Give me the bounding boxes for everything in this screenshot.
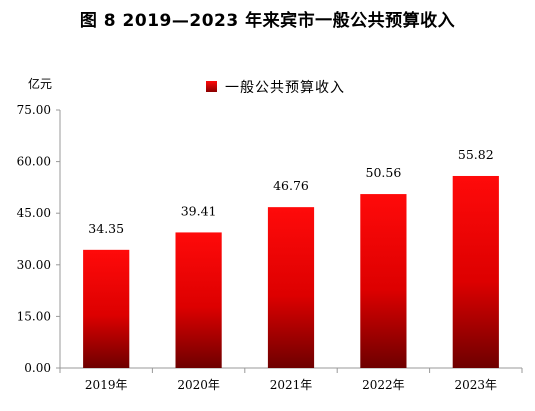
bar	[452, 175, 499, 368]
chart-title: 图 8 2019—2023 年来宾市一般公共预算收入	[79, 11, 456, 31]
y-axis-unit-label: 亿元	[28, 76, 52, 91]
data-label: 50.56	[366, 165, 402, 180]
x-tick-label: 2023年	[455, 378, 498, 392]
x-tick-label: 2022年	[362, 378, 405, 392]
x-tick-label: 2021年	[270, 378, 313, 392]
y-tick-label: 30.00	[17, 258, 51, 272]
data-label: 39.41	[181, 203, 217, 218]
bar	[360, 194, 407, 368]
legend-label: 一般公共预算收入	[225, 80, 345, 96]
legend-swatch	[206, 81, 217, 92]
x-axis: 2019年 2020年 2021年 2022年 2023年	[59, 367, 523, 392]
data-labels: 34.35 39.41 46.76 50.56 55.82	[88, 147, 493, 236]
y-tick-label: 45.00	[17, 206, 51, 220]
x-tick-label: 2019年	[85, 378, 128, 392]
data-label: 55.82	[458, 147, 494, 162]
bar	[267, 207, 315, 368]
x-tick-label: 2020年	[177, 378, 220, 392]
y-tick-label: 60.00	[17, 155, 51, 169]
y-tick-label: 0.00	[24, 361, 51, 375]
bar	[83, 249, 130, 368]
legend: 一般公共预算收入	[206, 80, 345, 96]
y-tick-label: 15.00	[17, 309, 51, 323]
data-label: 46.76	[273, 178, 309, 193]
bar	[175, 232, 222, 368]
y-axis: 0.00 15.00 30.00 45.00 60.00 75.00	[17, 103, 61, 375]
data-label: 34.35	[88, 221, 124, 236]
bar-series	[83, 175, 499, 368]
y-tick-label: 75.00	[17, 103, 51, 117]
